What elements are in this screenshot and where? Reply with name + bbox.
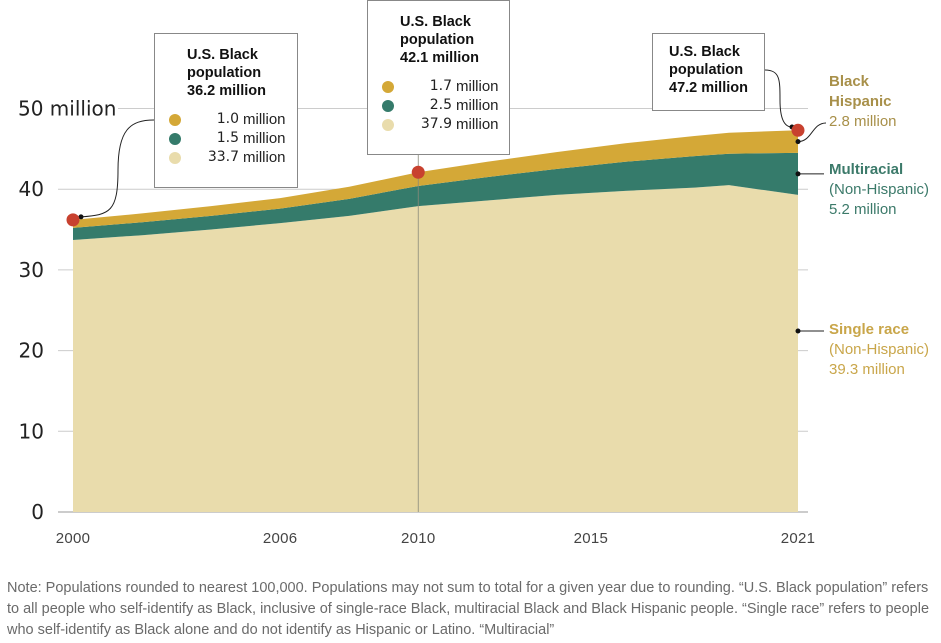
box-title-line: U.S. Black: [669, 44, 740, 60]
box-row-hispanic: 1.0 million: [169, 110, 297, 129]
box-row-single: 37.9 million: [382, 115, 509, 134]
box-title-line: U.S. Black: [187, 47, 258, 63]
connector-dot: [795, 139, 801, 145]
box-row-hispanic: 1.7 million: [382, 77, 509, 96]
label-value: 39.3 million: [829, 361, 905, 378]
box-row-single: 33.7 million: [169, 148, 297, 167]
marker-2021: [791, 123, 805, 137]
box-row-multiracial: 2.5 million: [382, 96, 509, 115]
legend-dot-single: [382, 118, 394, 131]
box-total: 36.2 million: [187, 83, 266, 99]
box-title-line: U.S. Black: [400, 14, 471, 30]
legend-dot-multiracial: [382, 99, 394, 112]
connector-2021: [764, 69, 793, 128]
y-tick-label: 20: [19, 339, 44, 363]
box-title-line: population: [187, 65, 262, 81]
x-tick-label: 2000: [56, 530, 91, 547]
connector-dot: [78, 214, 84, 220]
connector-hispanic: [797, 122, 827, 143]
y-tick-label: 50 million: [18, 97, 116, 121]
x-tick-label: 2010: [401, 530, 436, 547]
box-row-multiracial: 1.5 million: [169, 129, 297, 148]
area-black-hispanic: [73, 130, 798, 228]
label-sub: (Non-Hispanic): [829, 341, 930, 358]
y-tick-label: 40: [19, 177, 44, 201]
end-label-black-hispanic: Black Hispanic 2.8 million: [829, 72, 897, 132]
x-tick-label: 2006: [263, 530, 298, 547]
connector-dot: [795, 328, 801, 334]
legend-dot-multiracial: [169, 132, 181, 145]
annotation-box-2000: U.S. Black population 36.2 million 1.0 mi…: [154, 33, 298, 188]
connector-dot: [795, 171, 801, 177]
x-tick-label: 2021: [781, 530, 816, 547]
label-name: Multiracial: [829, 161, 904, 178]
marker-2010: [411, 165, 425, 179]
label-name: Single race: [829, 321, 910, 338]
stacked-area-chart: 0 10 20 30 40 50 million 2000 2006 2010 2015 2021: [18, 69, 827, 547]
legend-dot-single: [169, 151, 181, 164]
marker-2000: [66, 213, 80, 227]
label-value: 5.2 million: [829, 201, 897, 218]
end-label-single-race: Single race (Non-Hispanic) 39.3 million: [829, 320, 929, 380]
box-title-line: population: [669, 62, 744, 78]
area-single-race-non-hispanic-: [73, 185, 798, 513]
annotation-box-2021: U.S. Black population 47.2 million: [652, 33, 765, 111]
end-label-multiracial: Multiracial (Non-Hispanic) 5.2 million: [829, 160, 929, 220]
y-tick-label: 10: [19, 419, 44, 443]
y-tick-label: 30: [19, 258, 44, 282]
annotation-box-2010: U.S. Black population 42.1 million 1.7 mi…: [367, 0, 510, 155]
footnote: Note: Populations rounded to nearest 100…: [7, 580, 930, 638]
box-total: 42.1 million: [400, 50, 479, 66]
legend-dot-hispanic: [169, 113, 181, 126]
legend-dot-hispanic: [382, 80, 394, 93]
label-value: 2.8 million: [829, 113, 897, 130]
connector-2000: [80, 119, 155, 218]
label-name: Black: [829, 73, 870, 90]
area-multiracial-non-hispanic-: [73, 152, 798, 241]
label-name: Hispanic: [829, 93, 892, 110]
box-total: 47.2 million: [669, 80, 748, 96]
y-tick-label: 0: [31, 500, 44, 524]
label-sub: (Non-Hispanic): [829, 181, 930, 198]
x-tick-label: 2015: [574, 530, 609, 547]
box-title-line: population: [400, 32, 475, 48]
